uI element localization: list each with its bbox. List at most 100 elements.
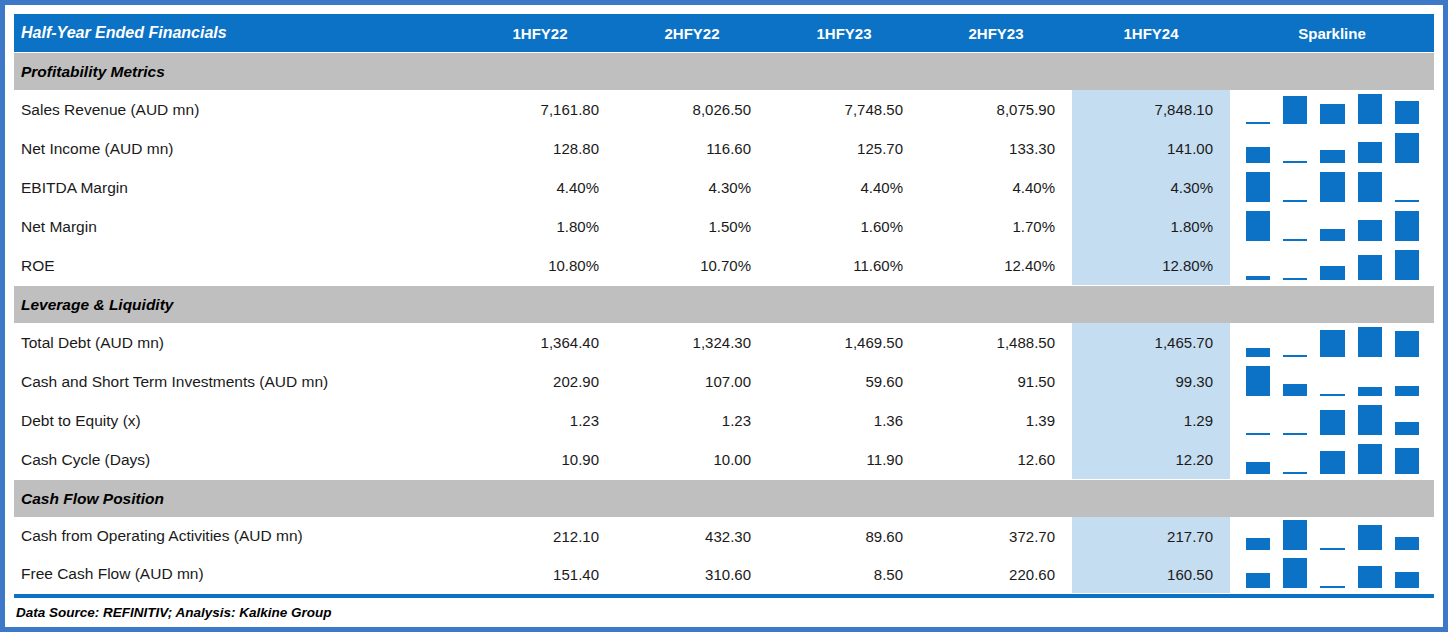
section-header-row: Cash Flow Position <box>14 480 1434 517</box>
sparkline-bar <box>1320 150 1344 163</box>
column-header-1hfy22: 1HFY22 <box>464 14 616 52</box>
value-cell-1hfy24: 217.70 <box>1072 517 1230 555</box>
value-cell-1hfy22: 10.80% <box>464 246 616 285</box>
table-row: EBITDA Margin4.40%4.30%4.40%4.40%4.30% <box>14 168 1434 207</box>
sparkline-bar <box>1283 520 1307 550</box>
value-cell-1hfy22: 10.90 <box>464 440 616 479</box>
value-cell-2hfy22: 116.60 <box>616 129 768 168</box>
value-cell-1hfy23: 125.70 <box>768 129 920 168</box>
value-cell-2hfy23: 372.70 <box>920 517 1072 555</box>
value-cell-2hfy23: 1.39 <box>920 401 1072 440</box>
sparkline-bar <box>1246 573 1270 589</box>
table-row: Cash Cycle (Days)10.9010.0011.9012.6012.… <box>14 440 1434 479</box>
sparkline-bar <box>1358 142 1382 163</box>
sparkline-bar <box>1358 172 1382 202</box>
sparkline-chart <box>1230 323 1434 362</box>
sparkline-bar <box>1283 278 1307 281</box>
financials-table-frame: Half-Year Ended Financials 1HFY222HFY22 1… <box>0 0 1448 632</box>
section-title: Leverage & Liquidity <box>14 286 1434 323</box>
value-cell-2hfy23: 1,488.50 <box>920 323 1072 362</box>
value-cell-1hfy24: 141.00 <box>1072 129 1230 168</box>
sparkline-chart <box>1230 90 1434 129</box>
sparkline-bar <box>1320 451 1344 474</box>
value-cell-1hfy23: 1.36 <box>768 401 920 440</box>
value-cell-2hfy22: 1,324.30 <box>616 323 768 362</box>
sparkline-bar <box>1358 566 1382 588</box>
sparkline-chart <box>1230 168 1434 207</box>
sparkline-bar <box>1395 211 1419 241</box>
row-label: Debt to Equity (x) <box>14 401 464 440</box>
row-label: Sales Revenue (AUD mn) <box>14 90 464 129</box>
sparkline-bar <box>1395 200 1419 203</box>
sparkline-bar <box>1246 348 1270 357</box>
sparkline-bar <box>1320 394 1344 397</box>
value-cell-2hfy23: 91.50 <box>920 362 1072 401</box>
sparkline-bar <box>1358 387 1382 396</box>
sparkline-bar <box>1358 220 1382 241</box>
sparkline-bar <box>1246 211 1270 241</box>
sparkline-bar <box>1283 558 1307 588</box>
sparkline-bar <box>1246 172 1270 202</box>
sparkline-bar <box>1246 122 1270 125</box>
sparkline-bar <box>1395 422 1419 435</box>
value-cell-1hfy24: 1.29 <box>1072 401 1230 440</box>
value-cell-1hfy22: 1.23 <box>464 401 616 440</box>
value-cell-1hfy24: 12.20 <box>1072 440 1230 479</box>
section-header-row: Profitability Metrics <box>14 53 1434 90</box>
sparkline-bar <box>1320 586 1344 589</box>
value-cell-1hfy23: 4.40% <box>768 168 920 207</box>
table-row: Cash and Short Term Investments (AUD mn)… <box>14 362 1434 401</box>
sparkline-bar <box>1283 472 1307 475</box>
table-body: Profitability MetricsSales Revenue (AUD … <box>14 53 1434 593</box>
value-cell-1hfy23: 8.50 <box>768 555 920 593</box>
value-cell-2hfy22: 8,026.50 <box>616 90 768 129</box>
sparkline-chart <box>1230 555 1434 593</box>
value-cell-1hfy22: 151.40 <box>464 555 616 593</box>
sparkline-bar <box>1395 572 1419 588</box>
table-row: Free Cash Flow (AUD mn)151.40310.608.502… <box>14 555 1434 593</box>
sparkline-bar <box>1358 405 1382 435</box>
value-cell-1hfy22: 7,161.80 <box>464 90 616 129</box>
value-cell-1hfy23: 59.60 <box>768 362 920 401</box>
table-row: Debt to Equity (x)1.231.231.361.391.29 <box>14 401 1434 440</box>
column-header-2hfy23: 2HFY23 <box>920 14 1072 52</box>
value-cell-1hfy23: 89.60 <box>768 517 920 555</box>
table-row: Cash from Operating Activities (AUD mn)2… <box>14 517 1434 555</box>
value-cell-2hfy22: 4.30% <box>616 168 768 207</box>
value-cell-1hfy23: 1,469.50 <box>768 323 920 362</box>
value-cell-2hfy22: 1.50% <box>616 207 768 246</box>
value-cell-1hfy24: 1.80% <box>1072 207 1230 246</box>
row-label: Net Income (AUD mn) <box>14 129 464 168</box>
sparkline-bar <box>1395 331 1419 357</box>
value-cell-2hfy22: 10.00 <box>616 440 768 479</box>
row-label: Cash and Short Term Investments (AUD mn) <box>14 362 464 401</box>
sparkline-bar <box>1395 250 1419 280</box>
section-title: Profitability Metrics <box>14 53 1434 90</box>
sparkline-bar <box>1358 444 1382 474</box>
sparkline-bar <box>1246 276 1270 280</box>
sparkline-bar <box>1283 239 1307 242</box>
row-label: Net Margin <box>14 207 464 246</box>
sparkline-bar <box>1283 433 1307 436</box>
column-header-2hfy22: 2HFY22 <box>616 14 768 52</box>
table-row: ROE10.80%10.70%11.60%12.40%12.80% <box>14 246 1434 285</box>
sparkline-bar <box>1395 386 1419 396</box>
value-cell-1hfy24: 99.30 <box>1072 362 1230 401</box>
table-title: Half-Year Ended Financials <box>14 14 464 52</box>
sparkline-chart <box>1230 440 1434 479</box>
financials-table: Half-Year Ended Financials 1HFY222HFY22 1… <box>14 14 1434 627</box>
value-cell-1hfy22: 4.40% <box>464 168 616 207</box>
value-cell-2hfy23: 12.40% <box>920 246 1072 285</box>
sparkline-bar <box>1320 548 1344 551</box>
row-label: ROE <box>14 246 464 285</box>
sparkline-bar <box>1283 96 1307 125</box>
sparkline-bar <box>1283 355 1307 358</box>
value-cell-1hfy22: 212.10 <box>464 517 616 555</box>
sparkline-bar <box>1320 172 1344 202</box>
value-cell-2hfy22: 310.60 <box>616 555 768 593</box>
sparkline-bar <box>1358 525 1382 550</box>
sparkline-bar <box>1320 410 1344 435</box>
sparkline-bar <box>1283 161 1307 164</box>
sparkline-bar <box>1395 448 1419 474</box>
column-header-sparkline: Sparkline <box>1230 14 1434 52</box>
